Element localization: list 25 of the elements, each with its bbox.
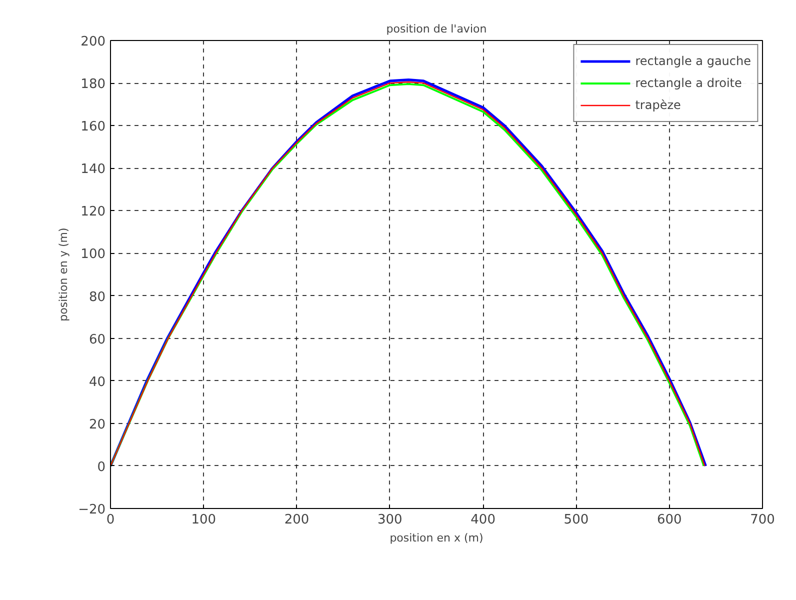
y-tick-label: 120 [80,204,106,220]
y-tick-label: −20 [78,502,106,518]
x-tick-label: 500 [564,512,589,528]
y-tick-label: 200 [80,34,106,50]
y-tick-label: 140 [80,162,106,178]
legend-label: trapèze [635,98,681,112]
y-axis-title: position en y (m) [57,228,70,322]
chart-title: position de l'avion [386,22,487,36]
x-tick-label: 700 [750,512,775,528]
y-tick-label: 0 [97,460,106,475]
x-axis-title: position en x (m) [390,532,484,544]
x-tick-label: 100 [191,512,216,528]
x-tick-label: 300 [378,512,402,528]
y-tick-label: 60 [88,332,106,348]
y-tick-label: 100 [80,247,106,262]
y-tick-label: 20 [88,417,106,432]
y-tick-label: 160 [80,120,106,135]
x-tick-label: 200 [284,512,310,528]
x-tick-label: 600 [656,512,682,528]
y-tick-label: 180 [80,77,106,92]
legend-label: rectangle a droite [635,76,742,90]
y-tick-label: 80 [88,290,106,305]
x-tick-label: 400 [470,512,496,528]
legend-label: rectangle a gauche [635,54,751,68]
y-tick-label: 40 [88,374,106,390]
